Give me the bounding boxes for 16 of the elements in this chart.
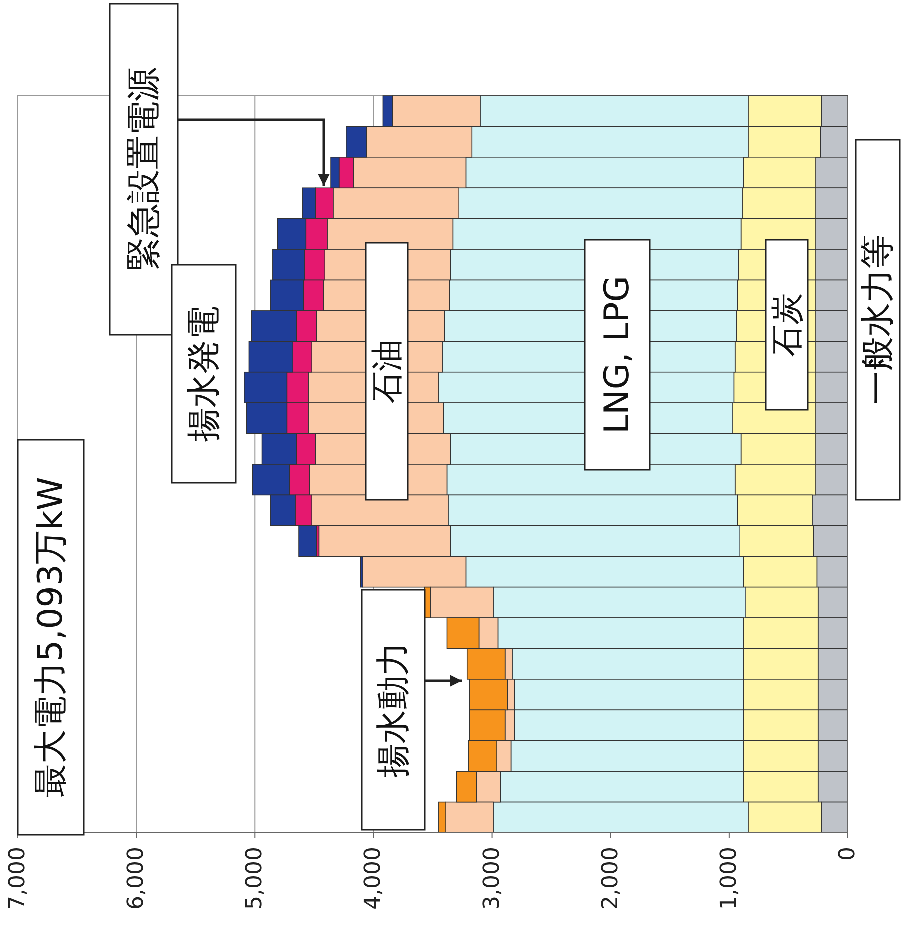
text: 揚水動力 (374, 642, 414, 778)
text: 緊急設置電源 (124, 68, 164, 272)
x-tick-label: 2,000 (598, 847, 624, 910)
x-tick-label: 0 (836, 847, 860, 861)
x-tick-label: 1,000 (716, 847, 742, 910)
text: 揚水発電 (184, 306, 224, 442)
x-tick-label: 4,000 (361, 847, 386, 910)
annotation: 最大電力5,093万kW (31, 477, 71, 798)
x-tick-label: 6,000 (124, 847, 150, 910)
series-label: 石炭 (768, 293, 806, 357)
x-tick-label: 3,000 (480, 847, 505, 910)
x-tick-label: 7,000 (6, 847, 30, 910)
text: 一般水力等 (858, 235, 898, 405)
series-label: 石油 (368, 340, 406, 404)
series-label: LNG, LPG (598, 276, 638, 434)
x-tick-label: 5,000 (242, 847, 268, 910)
